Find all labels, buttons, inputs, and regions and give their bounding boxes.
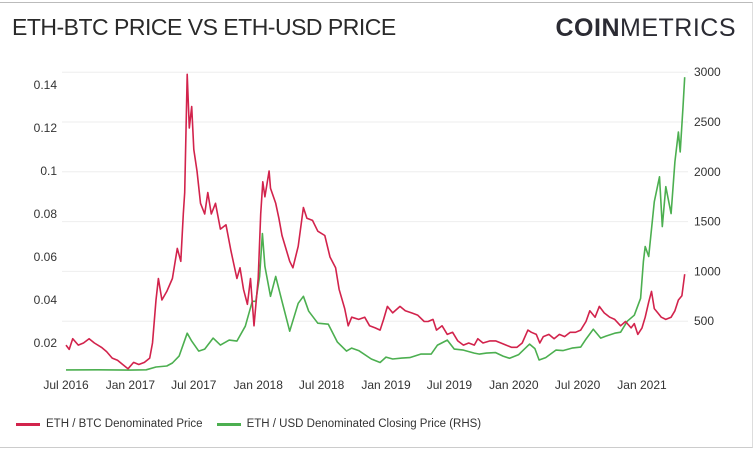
left-y-tick-label: 0.06 [34,250,58,264]
right-y-tick-label: 500 [694,314,714,328]
x-tick-label: Jul 2020 [555,378,601,392]
x-tick-label: Jan 2019 [361,378,411,392]
x-tick-label: Jan 2020 [489,378,539,392]
gridlines [62,71,688,322]
right-y-tick-label: 1000 [694,264,721,278]
right-y-tick-label: 3000 [694,65,721,79]
left-y-tick-label: 0.1 [40,164,57,178]
x-tick-label: Jan 2017 [106,378,156,392]
x-tick-label: Jan 2018 [234,378,284,392]
x-tick-label: Jul 2016 [43,378,89,392]
legend-item-eth-usd[interactable]: ETH / USD Denominated Closing Price (RHS… [216,418,482,430]
x-axis: Jul 2016 Jan 2017 Jul 2017 Jan 2018 Jul 2018… [43,378,667,392]
legend-label-eth-btc: ETH / BTC Denominated Price [46,418,203,430]
eth-usd-price-line [65,77,686,371]
legend-item-eth-btc[interactable]: ETH / BTC Denominated Price [16,418,203,430]
right-y-tick-label: 2500 [694,115,721,129]
left-y-tick-label: 0.14 [34,78,58,92]
legend: ETH / BTC Denominated Price ETH / USD De… [16,418,495,430]
left-y-tick-label: 0.08 [34,207,58,221]
right-y-axis: 500 1000 1500 2000 2500 3000 [694,65,721,328]
legend-swatch-eth-usd [216,422,241,426]
chart-title: ETH-BTC PRICE VS ETH-USD PRICE [12,14,396,40]
logo-bold-text: COIN [555,14,620,42]
eth-btc-price-line [65,73,686,370]
right-y-tick-label: 2000 [694,165,721,179]
left-y-tick-label: 0.02 [34,336,58,350]
right-y-tick-label: 1500 [694,215,721,229]
x-tick-label: Jan 2021 [617,378,667,392]
left-y-axis: 0.02 0.04 0.06 0.08 0.1 0.12 0.14 [34,78,58,350]
x-tick-label: Jul 2018 [299,378,345,392]
left-y-tick-label: 0.04 [34,293,58,307]
coinmetrics-logo: COINMETRICS [556,14,737,43]
legend-swatch-eth-btc [16,422,40,426]
left-y-tick-label: 0.12 [34,121,58,135]
series-lines [65,73,686,371]
x-tick-label: Jul 2019 [427,378,473,392]
logo-light-text: METRICS [620,14,736,42]
x-tick-label: Jul 2017 [171,378,217,392]
legend-label-eth-usd: ETH / USD Denominated Closing Price (RHS… [246,418,482,430]
